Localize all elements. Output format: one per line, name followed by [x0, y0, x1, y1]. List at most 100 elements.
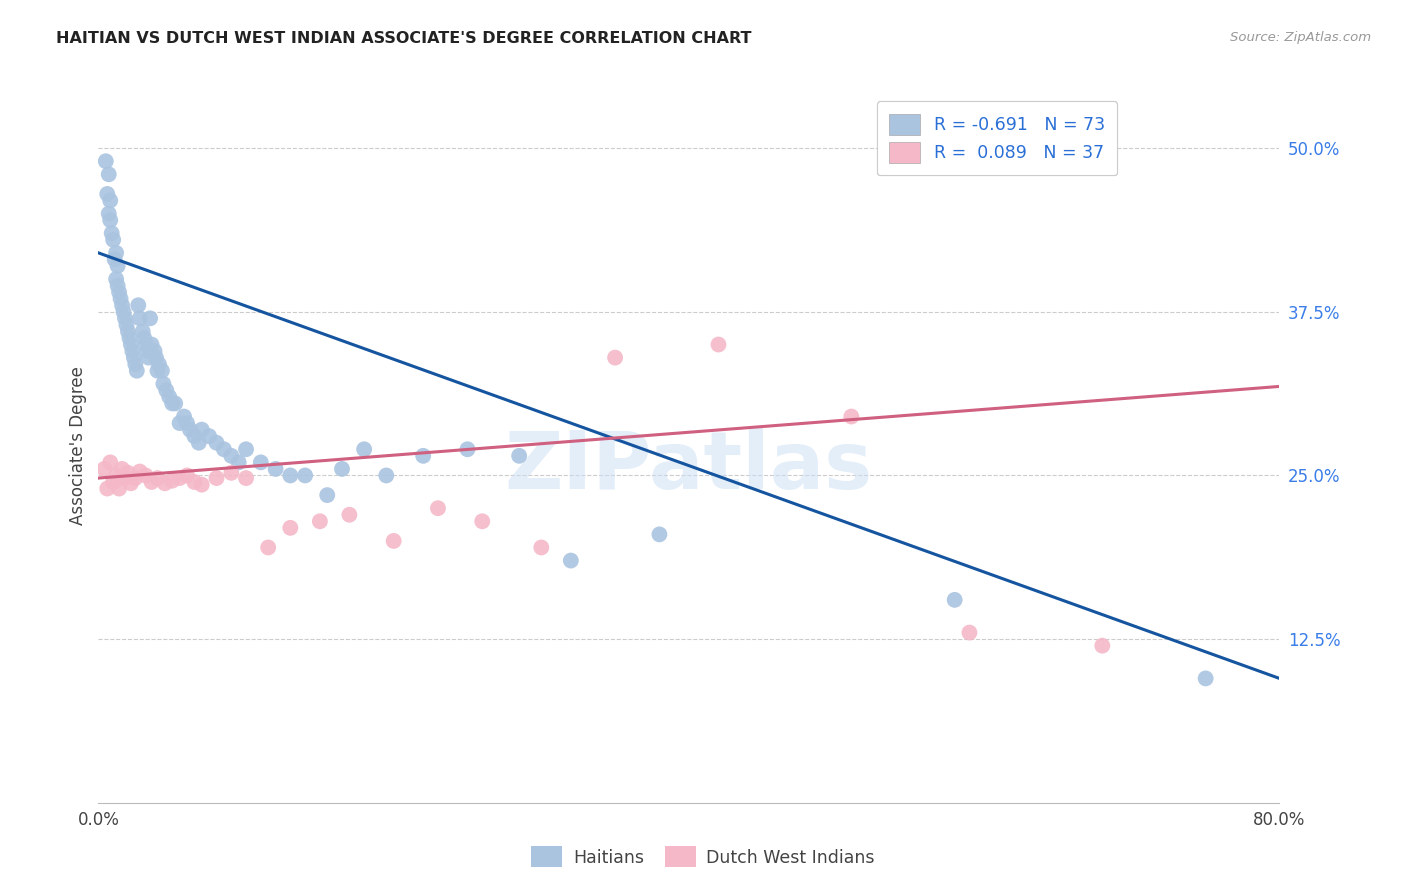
Point: [219, 449, 242, 463]
Point: [278, 521, 302, 535]
Point: [145, 351, 167, 365]
Point: [339, 508, 360, 522]
Point: [118, 331, 141, 345]
Point: [114, 311, 136, 326]
Point: [316, 488, 339, 502]
Point: [146, 471, 169, 485]
Point: [98, 194, 121, 208]
Point: [121, 344, 143, 359]
Legend: Haitians, Dutch West Indians: Haitians, Dutch West Indians: [524, 839, 882, 874]
Point: [108, 285, 131, 300]
Point: [143, 344, 166, 359]
Point: [427, 501, 450, 516]
Point: [530, 541, 553, 555]
Point: [235, 471, 257, 485]
Point: [169, 471, 191, 485]
Point: [183, 429, 205, 443]
Point: [294, 468, 316, 483]
Point: [146, 364, 169, 378]
Point: [605, 351, 627, 365]
Legend: R = -0.691   N = 73, R =  0.089   N = 37: R = -0.691 N = 73, R = 0.089 N = 37: [877, 102, 1118, 175]
Point: [98, 455, 121, 469]
Point: [309, 514, 332, 528]
Point: [105, 245, 128, 260]
Point: [111, 298, 134, 312]
Point: [155, 384, 177, 398]
Point: [191, 423, 214, 437]
Point: [108, 482, 131, 496]
Point: [139, 311, 162, 326]
Point: [330, 462, 353, 476]
Point: [138, 351, 160, 365]
Point: [353, 442, 375, 457]
Point: [173, 409, 195, 424]
Point: [141, 475, 163, 489]
Point: [97, 206, 120, 220]
Point: [219, 466, 242, 480]
Point: [103, 233, 125, 247]
Point: [150, 364, 173, 378]
Point: [104, 252, 127, 267]
Point: [114, 471, 136, 485]
Point: [157, 390, 180, 404]
Point: [412, 449, 434, 463]
Text: ZIPatlas: ZIPatlas: [505, 428, 873, 507]
Point: [107, 278, 129, 293]
Point: [153, 476, 176, 491]
Point: [141, 337, 163, 351]
Point: [1091, 639, 1114, 653]
Point: [125, 364, 148, 378]
Point: [205, 471, 228, 485]
Point: [235, 442, 257, 457]
Point: [176, 468, 198, 483]
Point: [165, 396, 187, 410]
Point: [128, 311, 150, 326]
Point: [135, 337, 157, 351]
Point: [278, 468, 302, 483]
Point: [162, 474, 183, 488]
Point: [508, 449, 530, 463]
Point: [96, 482, 118, 496]
Point: [250, 455, 273, 469]
Point: [943, 592, 966, 607]
Point: [205, 435, 228, 450]
Point: [111, 462, 134, 476]
Point: [191, 477, 214, 491]
Point: [198, 429, 221, 443]
Point: [841, 409, 863, 424]
Point: [228, 455, 250, 469]
Y-axis label: Associate's Degree: Associate's Degree: [69, 367, 87, 525]
Point: [560, 553, 582, 567]
Point: [176, 416, 198, 430]
Point: [97, 167, 120, 181]
Point: [135, 468, 157, 483]
Point: [117, 466, 139, 480]
Point: [105, 468, 128, 483]
Point: [648, 527, 671, 541]
Point: [96, 186, 118, 201]
Point: [187, 435, 209, 450]
Point: [959, 625, 981, 640]
Point: [264, 462, 287, 476]
Point: [1195, 672, 1218, 686]
Point: [134, 331, 156, 345]
Point: [183, 475, 205, 489]
Point: [98, 213, 121, 227]
Text: HAITIAN VS DUTCH WEST INDIAN ASSOCIATE'S DEGREE CORRELATION CHART: HAITIAN VS DUTCH WEST INDIAN ASSOCIATE'S…: [56, 31, 752, 46]
Point: [212, 442, 235, 457]
Point: [148, 357, 170, 371]
Point: [100, 226, 122, 240]
Point: [103, 475, 125, 489]
Point: [112, 305, 135, 319]
Point: [136, 344, 159, 359]
Point: [128, 465, 150, 479]
Point: [471, 514, 494, 528]
Text: Source: ZipAtlas.com: Source: ZipAtlas.com: [1230, 31, 1371, 45]
Point: [257, 541, 280, 555]
Point: [162, 396, 183, 410]
Point: [120, 476, 142, 491]
Point: [120, 337, 142, 351]
Point: [117, 325, 139, 339]
Point: [382, 533, 405, 548]
Point: [107, 259, 129, 273]
